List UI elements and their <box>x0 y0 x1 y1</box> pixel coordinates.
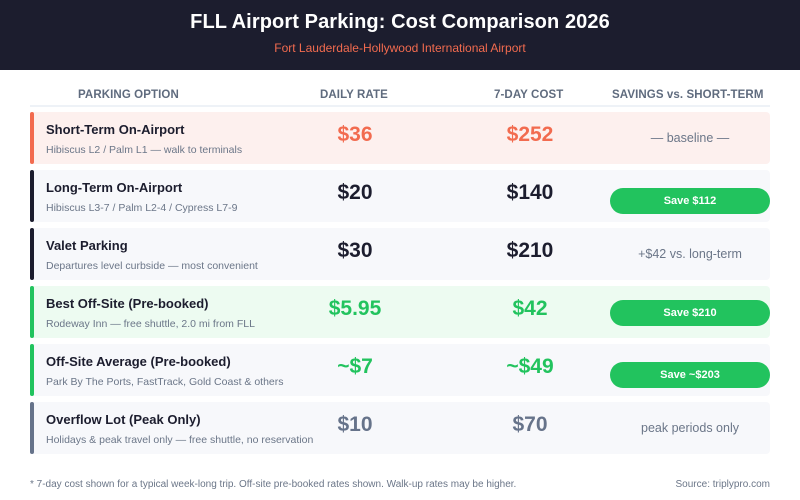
row-accent-bar <box>30 344 34 396</box>
page-subtitle: Fort Lauderdale-Hollywood International … <box>274 41 526 55</box>
savings-badge: Save ~$203 <box>610 362 770 388</box>
table-row-short-term: Short-Term On-Airport Hibiscus L2 / Palm… <box>30 112 770 164</box>
option-description: Rodeway Inn — free shuttle, 2.0 mi from … <box>46 318 255 330</box>
table-row-long-term: Long-Term On-Airport Hibiscus L3-7 / Pal… <box>30 170 770 222</box>
column-headers: PARKING OPTION DAILY RATE 7-DAY COST SAV… <box>0 89 800 103</box>
source-credit: Source: triplypro.com <box>675 479 770 490</box>
row-accent-bar <box>30 286 34 338</box>
savings-badge: Save $210 <box>610 300 770 326</box>
option-description: Hibiscus L3-7 / Palm L2-4 / Cypress L7-9 <box>46 202 238 214</box>
daily-rate: $5.95 <box>328 297 382 320</box>
savings-text: peak periods only <box>641 421 739 435</box>
header-divider <box>30 105 770 107</box>
option-description: Departures level curbside — most conveni… <box>46 260 258 272</box>
seven-day-cost: $42 <box>512 297 548 320</box>
table-row-best-off-site: Best Off-Site (Pre-booked) Rodeway Inn —… <box>30 286 770 338</box>
table-row-off-site-average: Off-Site Average (Pre-booked) Park By Th… <box>30 344 770 396</box>
column-header-7-day-cost: 7-DAY COST <box>494 89 564 101</box>
seven-day-cost: $252 <box>506 123 554 146</box>
option-name: Overflow Lot (Peak Only) <box>46 412 201 427</box>
column-header-savings: SAVINGS vs. SHORT-TERM <box>612 89 764 101</box>
option-description: Holidays & peak travel only — free shutt… <box>46 434 314 446</box>
page-title: FLL Airport Parking: Cost Comparison 202… <box>190 11 610 33</box>
column-header-daily-rate: DAILY RATE <box>320 89 388 101</box>
row-accent-bar <box>30 112 34 164</box>
daily-rate: $30 <box>337 239 373 262</box>
savings-text: +$42 vs. long-term <box>638 247 742 261</box>
daily-rate: $10 <box>337 413 373 436</box>
daily-rate: ~$7 <box>337 355 373 378</box>
daily-rate: $20 <box>337 181 373 204</box>
option-name: Off-Site Average (Pre-booked) <box>46 354 231 369</box>
option-description: Park By The Ports, FastTrack, Gold Coast… <box>46 376 284 388</box>
row-accent-bar <box>30 228 34 280</box>
seven-day-cost: ~$49 <box>506 355 554 378</box>
option-name: Valet Parking <box>46 238 128 253</box>
column-header-parking-option: PARKING OPTION <box>78 89 179 101</box>
savings-text: — baseline — <box>650 131 730 145</box>
option-name: Best Off-Site (Pre-booked) <box>46 296 209 311</box>
option-name: Long-Term On-Airport <box>46 180 183 195</box>
row-accent-bar <box>30 402 34 454</box>
daily-rate: $36 <box>337 123 373 146</box>
seven-day-cost: $70 <box>512 413 548 436</box>
seven-day-cost: $210 <box>506 239 554 262</box>
option-name: Short-Term On-Airport <box>46 122 185 137</box>
savings-badge: Save $112 <box>610 188 770 214</box>
option-description: Hibiscus L2 / Palm L1 — walk to terminal… <box>46 144 243 156</box>
page-header: FLL Airport Parking: Cost Comparison 202… <box>0 0 800 70</box>
table-row-valet: Valet Parking Departures level curbside … <box>30 228 770 280</box>
seven-day-cost: $140 <box>506 181 554 204</box>
table-row-overflow-lot: Overflow Lot (Peak Only) Holidays & peak… <box>30 402 770 454</box>
row-accent-bar <box>30 170 34 222</box>
footnote: * 7-day cost shown for a typical week-lo… <box>30 479 517 490</box>
